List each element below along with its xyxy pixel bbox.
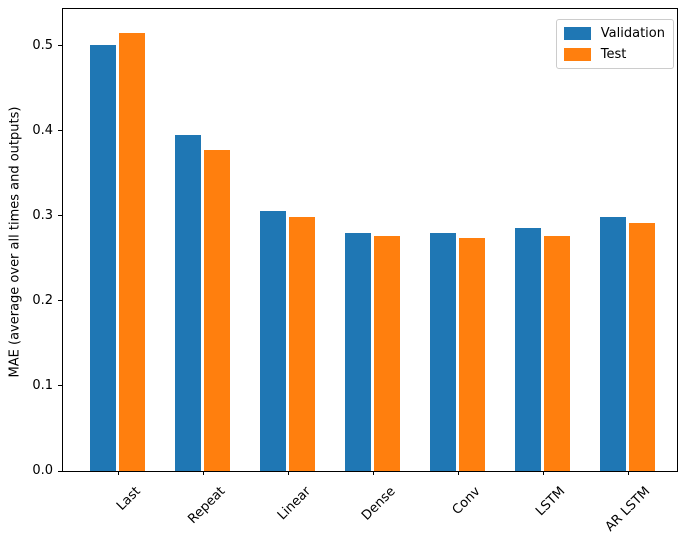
- bar-validation-conv: [430, 232, 456, 471]
- x-tick: [542, 471, 544, 475]
- plot-area: Validation Test 0.0 0.1 0.2 0.3 0.4 0.5 Last Rep…: [32, 8, 678, 535]
- x-tick-label: Repeat: [185, 484, 229, 527]
- y-tick-label: 0.0: [32, 463, 53, 478]
- y-tick: [58, 300, 62, 302]
- x-tick-label: Last: [113, 484, 144, 514]
- bar-test-linear: [289, 216, 315, 471]
- bar-validation-linear: [260, 210, 286, 471]
- bar-validation-last: [90, 44, 116, 471]
- y-axis-label: MAE (average over all times and outputs): [7, 106, 23, 378]
- bar-validation-lstm: [515, 227, 541, 471]
- bar-validation-ar-lstm: [600, 217, 626, 471]
- x-tick-label: Dense: [358, 484, 399, 524]
- y-tick-label: 0.1: [32, 377, 53, 393]
- legend-item-validation: Validation: [563, 26, 665, 41]
- y-tick: [58, 470, 62, 472]
- y-tick-label: 0.5: [32, 37, 53, 53]
- bar-validation-repeat: [175, 134, 201, 471]
- legend-item-test: Test: [563, 47, 665, 62]
- legend-swatch-validation: [563, 27, 591, 40]
- x-tick: [457, 471, 459, 475]
- bar-test-dense: [374, 236, 400, 471]
- x-tick: [117, 471, 119, 475]
- y-tick: [58, 215, 62, 217]
- bar-validation-dense: [345, 232, 371, 471]
- legend-label: Test: [600, 47, 627, 62]
- x-tick: [627, 471, 629, 475]
- bar-test-ar-lstm: [629, 223, 655, 471]
- y-tick-label: 0.3: [32, 207, 53, 223]
- x-tick: [372, 471, 374, 475]
- y-tick: [58, 130, 62, 132]
- bar-test-lstm: [544, 236, 570, 471]
- x-tick-label: AR LSTM: [602, 484, 654, 535]
- y-tick: [58, 45, 62, 47]
- bar-test-last: [119, 32, 145, 471]
- legend: Validation Test: [555, 19, 674, 69]
- bar-test-repeat: [204, 150, 230, 471]
- y-tick-label: 0.2: [32, 292, 53, 308]
- x-tick: [287, 471, 289, 475]
- legend-label: Validation: [600, 26, 665, 41]
- x-tick-label: LSTM: [533, 484, 569, 520]
- x-tick-label: Conv: [449, 484, 484, 518]
- y-tick: [58, 385, 62, 387]
- x-tick-label: Linear: [274, 484, 314, 524]
- x-tick: [202, 471, 204, 475]
- bar-test-conv: [459, 237, 485, 471]
- y-tick-label: 0.4: [32, 122, 53, 138]
- legend-swatch-test: [563, 48, 591, 61]
